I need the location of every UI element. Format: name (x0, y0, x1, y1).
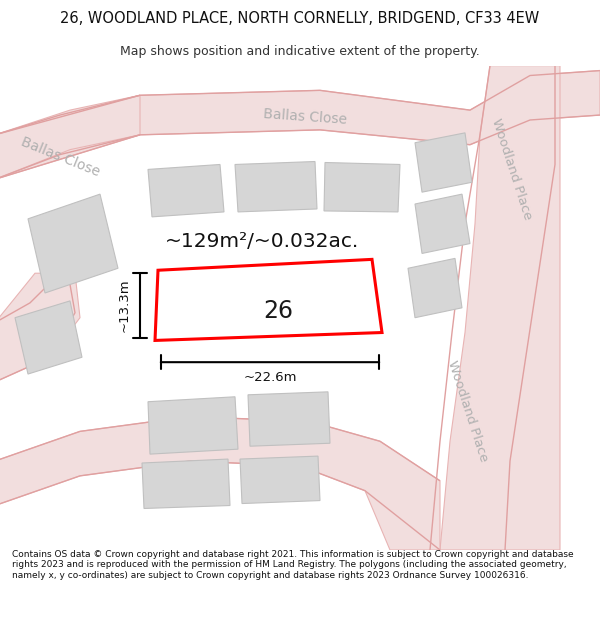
Polygon shape (148, 164, 224, 217)
Polygon shape (0, 273, 80, 382)
Text: Woodland Place: Woodland Place (490, 117, 535, 222)
Polygon shape (28, 194, 118, 293)
Polygon shape (15, 301, 82, 374)
Text: 26: 26 (263, 299, 293, 322)
Polygon shape (415, 133, 472, 192)
Polygon shape (415, 194, 470, 254)
Polygon shape (324, 162, 400, 212)
Polygon shape (0, 95, 140, 179)
Text: ~129m²/~0.032ac.: ~129m²/~0.032ac. (165, 232, 359, 251)
Polygon shape (142, 459, 230, 509)
Polygon shape (248, 392, 330, 446)
Text: Woodland Place: Woodland Place (445, 359, 491, 464)
Polygon shape (148, 397, 238, 454)
Text: 26, WOODLAND PLACE, NORTH CORNELLY, BRIDGEND, CF33 4EW: 26, WOODLAND PLACE, NORTH CORNELLY, BRID… (61, 11, 539, 26)
Text: ~22.6m: ~22.6m (243, 371, 297, 384)
Text: Ballas Close: Ballas Close (263, 107, 347, 127)
Text: Contains OS data © Crown copyright and database right 2021. This information is : Contains OS data © Crown copyright and d… (12, 550, 574, 580)
Polygon shape (408, 258, 462, 318)
Polygon shape (235, 161, 317, 212)
Polygon shape (0, 71, 600, 179)
Text: Map shows position and indicative extent of the property.: Map shows position and indicative extent… (120, 45, 480, 58)
Polygon shape (0, 416, 440, 550)
Polygon shape (440, 66, 560, 550)
Text: ~13.3m: ~13.3m (118, 279, 131, 332)
Polygon shape (155, 259, 382, 341)
Polygon shape (240, 456, 320, 504)
Text: Ballas Close: Ballas Close (19, 134, 101, 179)
